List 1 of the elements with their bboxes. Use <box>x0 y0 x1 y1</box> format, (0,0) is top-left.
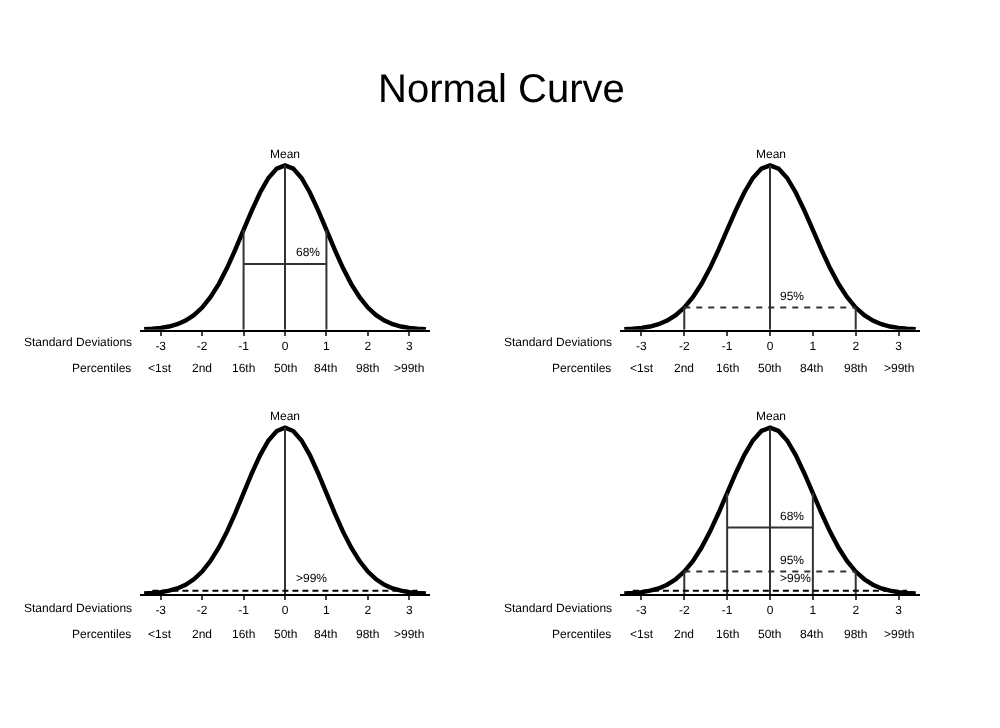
chart-title: Normal Curve <box>378 68 625 112</box>
